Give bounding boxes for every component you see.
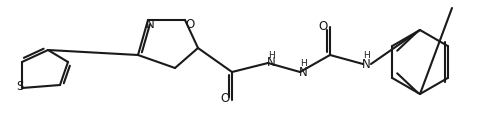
- Text: S: S: [17, 81, 24, 93]
- Text: H: H: [363, 51, 369, 60]
- Text: O: O: [318, 20, 328, 32]
- Text: O: O: [185, 18, 194, 32]
- Text: O: O: [220, 93, 229, 105]
- Text: N: N: [362, 58, 370, 70]
- Text: N: N: [267, 56, 276, 70]
- Text: N: N: [298, 65, 307, 79]
- Text: H: H: [300, 60, 306, 69]
- Text: H: H: [268, 51, 275, 60]
- Text: N: N: [146, 18, 155, 32]
